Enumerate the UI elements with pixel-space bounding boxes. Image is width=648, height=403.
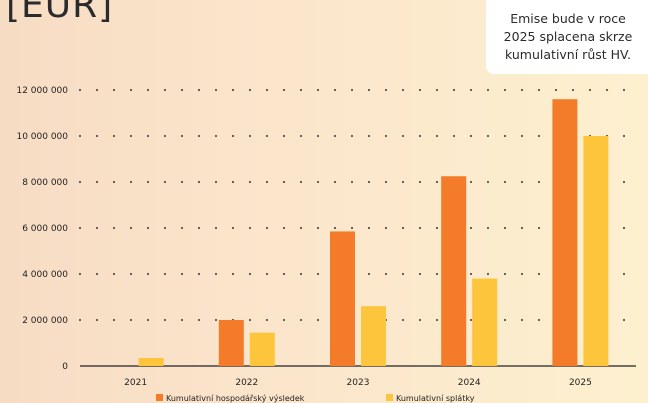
bar-splatky bbox=[472, 278, 498, 366]
bar-splatky bbox=[583, 136, 609, 366]
x-tick-label: 2024 bbox=[458, 378, 481, 388]
bar-hospodarsky-vysledek bbox=[441, 176, 467, 366]
bars bbox=[138, 99, 609, 366]
bar-splatky bbox=[138, 357, 164, 366]
legend-label: Kumulativní splátky bbox=[396, 394, 475, 403]
legend-swatch bbox=[386, 394, 393, 401]
legend-label: Kumulativní hospodářský výsledek bbox=[166, 394, 305, 403]
y-tick-label: 6 000 000 bbox=[22, 224, 68, 234]
x-axis-ticks: 2021 2022 2023 2024 2025 bbox=[124, 378, 592, 388]
x-tick-label: 2022 bbox=[235, 378, 258, 388]
bar-hospodarsky-vysledek bbox=[218, 320, 244, 366]
x-tick-label: 2021 bbox=[124, 378, 147, 388]
x-tick-label: 2025 bbox=[569, 378, 592, 388]
y-tick-label: 4 000 000 bbox=[22, 270, 68, 280]
y-tick-label: 12 000 000 bbox=[16, 86, 68, 96]
bar-splatky bbox=[361, 306, 386, 366]
bar-hospodarsky-vysledek bbox=[552, 99, 578, 366]
y-axis-ticks: 0 2 000 000 4 000 000 6 000 000 8 000 000 10 … bbox=[16, 86, 68, 372]
x-tick-label: 2023 bbox=[347, 378, 370, 388]
y-tick-label: 2 000 000 bbox=[22, 316, 68, 326]
legend: Kumulativní hospodářský výsledek Kumulati… bbox=[156, 394, 475, 403]
annotation-note: Emise bude v roce 2025 splacena skrze ku… bbox=[486, 0, 648, 74]
y-tick-label: 0 bbox=[62, 362, 68, 372]
y-tick-label: 8 000 000 bbox=[22, 178, 68, 188]
bar-splatky bbox=[249, 332, 275, 366]
bar-hospodarsky-vysledek bbox=[330, 231, 355, 366]
y-tick-label: 10 000 000 bbox=[16, 132, 68, 142]
legend-swatch bbox=[156, 394, 163, 401]
chart-title-fragment: [EUR] bbox=[6, 0, 114, 26]
